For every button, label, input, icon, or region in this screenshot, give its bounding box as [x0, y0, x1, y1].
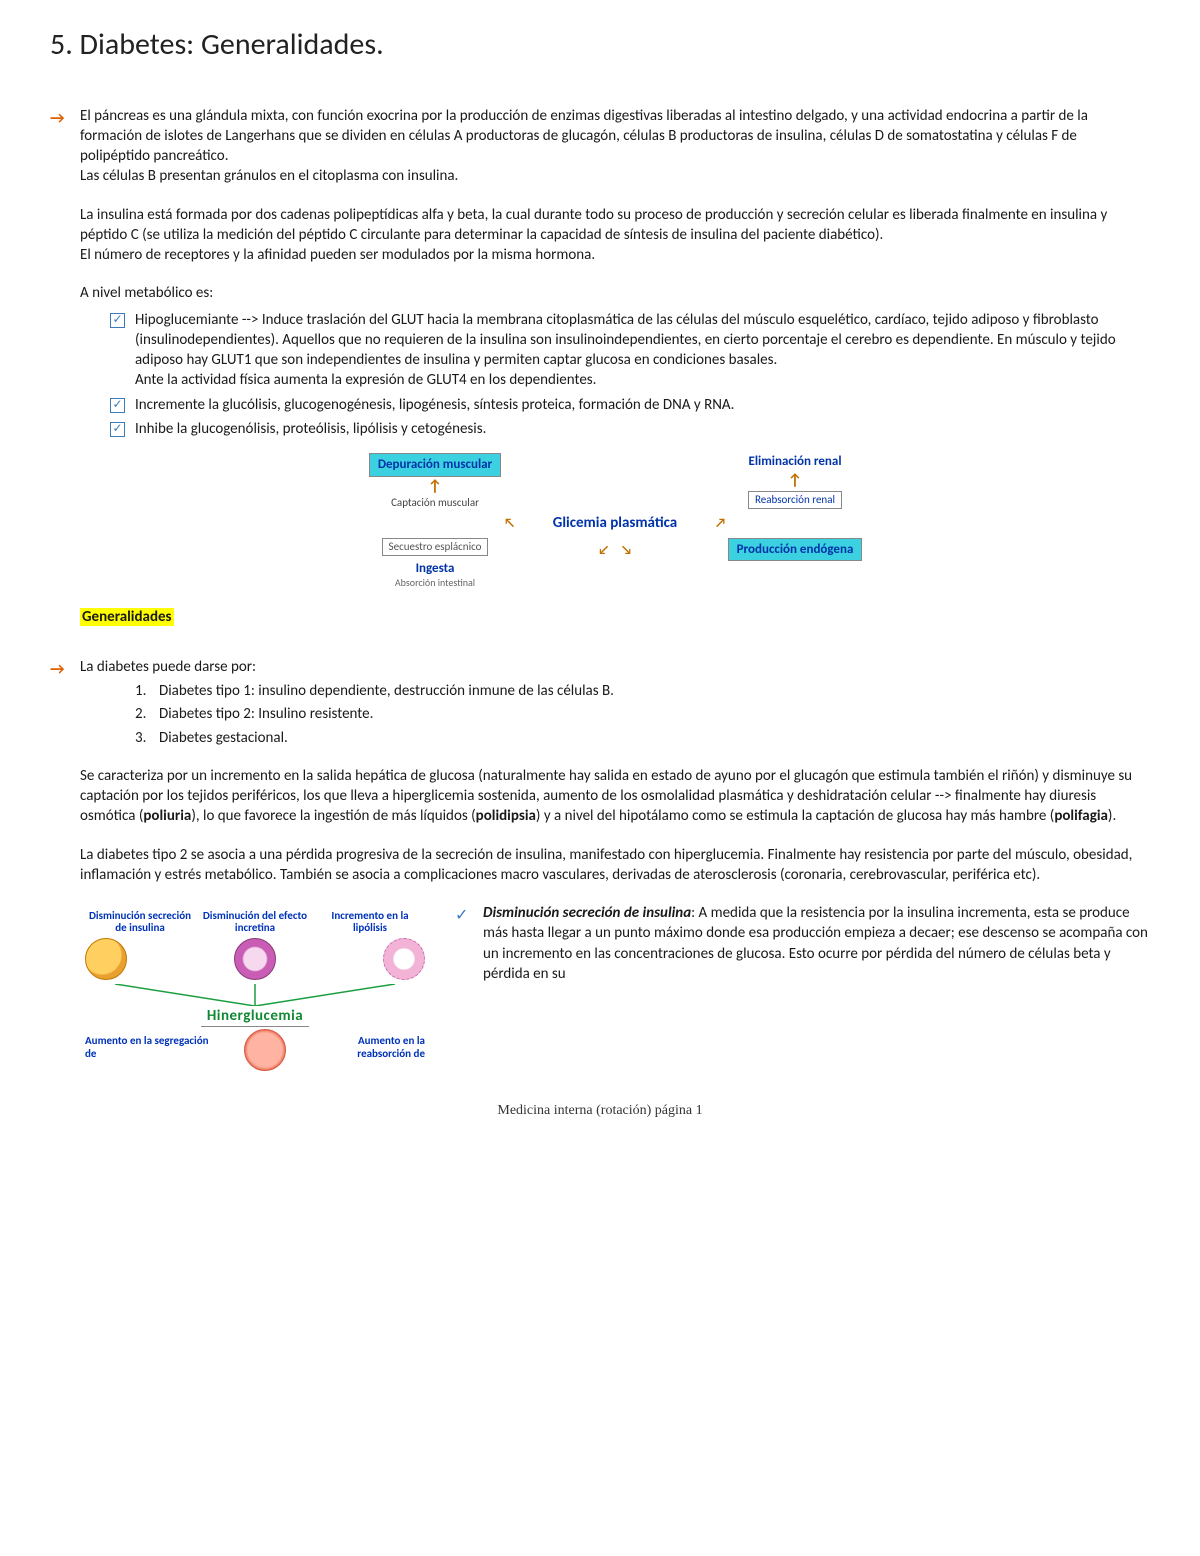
para-2b: El número de receptores y la afinidad pu…	[80, 246, 595, 264]
fat-icon	[244, 1029, 286, 1071]
d2-label-1: Disminución secreción de insulina	[85, 910, 195, 934]
d1-secuestro: Secuestro esplácnico	[382, 538, 489, 557]
d1-absorcion: Absorción intestinal	[355, 578, 515, 589]
check-item-1: ✓ Hipoglucemiante --> Induce traslación …	[110, 310, 1150, 391]
arrow-up-icon: ↑	[355, 479, 515, 495]
d2-label-4: Aumento en la segregación de	[85, 1035, 215, 1071]
page-title: 5. Diabetes: Generalidades.	[50, 25, 1150, 66]
d1-box-depuracion: Depuración muscular	[369, 453, 501, 477]
para-3: A nivel metabólico es:	[80, 283, 1150, 303]
list-item-1: 1.Diabetes tipo 1: insulino dependiente,…	[135, 681, 1150, 701]
diagram-glicemia: Depuración muscular ↑ Captación muscular…	[355, 453, 875, 589]
para-2a: La insulina está formada por dos cadenas…	[80, 206, 1107, 244]
check-icon: ✓	[455, 903, 473, 1072]
d2-center: Hinerglucemia	[201, 1006, 309, 1027]
list-item-2: 2.Diabetes tipo 2: Insulino resistente.	[135, 704, 1150, 724]
intro-block: → El páncreas es una glándula mixta, con…	[50, 106, 1150, 639]
d1-produccion: Producción endógena	[728, 538, 863, 562]
check-text-1a: Hipoglucemiante --> Induce traslación de…	[135, 311, 1116, 370]
d2-label-5: Aumento en lareabsorción de	[315, 1035, 425, 1071]
d1-reabsorcion: Reabsorción renal	[748, 491, 842, 510]
insulin-note: ✓ Disminución secreción de insulina: A m…	[455, 903, 1150, 1072]
histology-icon	[234, 938, 276, 980]
check-text-2: Incremente la glucólisis, glucogenogénes…	[135, 395, 1150, 415]
check-text-1b: Ante la actividad física aumenta la expr…	[135, 371, 596, 389]
arrow-icon: →	[50, 657, 68, 1073]
list-item-3: 3.Diabetes gestacional.	[135, 728, 1150, 748]
d1-captacion: Captación muscular	[355, 497, 515, 509]
para-5: Se caracteriza por un incremento en la s…	[80, 766, 1150, 827]
d2-label-3: Incremento en la lipólisis	[315, 910, 425, 934]
para-4: La diabetes puede darse por:	[80, 657, 1150, 677]
note-title: Disminución secreción de insulina	[483, 904, 691, 922]
para-6: La diabetes tipo 2 se asocia a una pérdi…	[80, 845, 1150, 886]
diagram-hiperglucemia: Disminución secreción de insulina Dismin…	[80, 903, 430, 1072]
page-footer: Medicina interna (rotación) página 1	[50, 1102, 1150, 1121]
arrow-up-icon: ↑	[715, 473, 875, 489]
lipolysis-icon	[383, 938, 425, 980]
d1-eliminacion: Eliminación renal	[748, 454, 841, 469]
pancreas-icon	[85, 938, 127, 980]
checkbox-icon: ✓	[110, 313, 125, 328]
para-1: El páncreas es una glándula mixta, con f…	[80, 106, 1150, 187]
para-2: La insulina está formada por dos cadenas…	[80, 205, 1150, 266]
check-item-2: ✓ Incremente la glucólisis, glucogenogén…	[110, 395, 1150, 415]
d1-center: Glicemia plasmática	[543, 513, 687, 533]
para-1b: Las células B presentan gránulos en el c…	[80, 167, 458, 185]
check-text-3: Inhibe la glucogenólisis, proteólisis, l…	[135, 419, 1150, 439]
d2-label-2: Disminución del efecto incretina	[200, 910, 310, 934]
checkbox-icon: ✓	[110, 422, 125, 437]
check-item-3: ✓ Inhibe la glucogenólisis, proteólisis,…	[110, 419, 1150, 439]
arrow-icon: →	[50, 106, 68, 639]
section-generalidades: Generalidades	[80, 607, 1150, 627]
para-1a: El páncreas es una glándula mixta, con f…	[80, 107, 1088, 166]
checkbox-icon: ✓	[110, 398, 125, 413]
generalidades-block: → La diabetes puede darse por: 1.Diabete…	[50, 657, 1150, 1073]
